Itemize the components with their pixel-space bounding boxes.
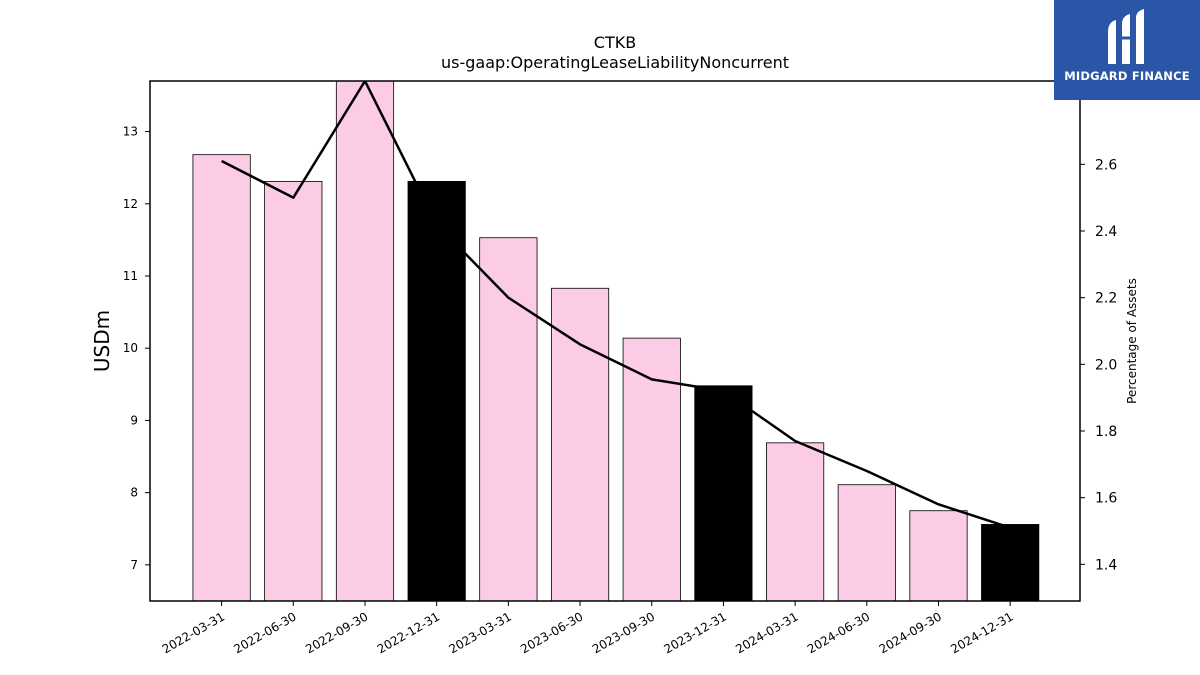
x-tick-label: 2024-12-31 <box>948 609 1015 656</box>
y2-tick-label: 2.0 <box>1095 357 1117 373</box>
bar-2024-06-30 <box>837 484 896 601</box>
y-axis-label: USDm <box>90 310 114 372</box>
percentage-of-assets-line <box>221 81 1011 529</box>
x-tick-label: 2022-06-30 <box>231 609 298 656</box>
x-tick-label: 2023-12-31 <box>662 609 729 656</box>
y-tick-label: 7 <box>130 558 138 572</box>
bars <box>192 81 1040 601</box>
line-layer <box>221 81 1011 529</box>
y2-tick-label: 1.6 <box>1095 491 1117 507</box>
bar-2024-03-31 <box>766 442 825 601</box>
y-axis: 7 8 9 10 11 12 13 <box>123 125 150 572</box>
x-tick-label: 2023-06-30 <box>518 609 585 656</box>
x-tick-label: 2022-09-30 <box>303 609 370 656</box>
y-tick-label: 9 <box>130 413 138 427</box>
chart-title: CTKB <box>594 33 636 52</box>
y-tick-label: 10 <box>123 341 138 355</box>
bar-2022-09-30 <box>335 81 395 601</box>
bar-2023-03-31 <box>479 237 538 601</box>
y-tick-label: 8 <box>130 486 138 500</box>
midgard-logo: MIDGARD FINANCE <box>1054 0 1200 100</box>
logo-text: MIDGARD FINANCE <box>1064 69 1190 83</box>
y2-tick-label: 2.4 <box>1095 224 1117 240</box>
y-tick-label: 11 <box>123 269 138 283</box>
x-tick-label: 2024-09-30 <box>877 609 944 656</box>
bar-2022-06-30 <box>264 180 323 601</box>
x-tick-label: 2022-12-31 <box>375 609 442 656</box>
x-tick-label: 2024-03-31 <box>733 609 800 656</box>
bar-2024-09-30 <box>909 510 968 601</box>
x-tick-label: 2024-06-30 <box>805 609 872 656</box>
y-tick-label: 12 <box>123 197 138 211</box>
x-tick-label: 2022-03-31 <box>160 609 227 656</box>
bar-2023-06-30 <box>550 287 610 601</box>
x-tick-label: 2023-09-30 <box>590 609 657 656</box>
y2-axis-label: Percentage of Assets <box>1125 278 1139 404</box>
y2-axis: 1.4 1.6 1.8 2.0 2.2 2.4 2.6 <box>1080 157 1117 573</box>
bar-2023-12-31 <box>694 385 753 601</box>
plot-frame <box>149 80 1081 602</box>
bar-2023-09-30 <box>622 337 681 601</box>
x-tick-label: 2023-03-31 <box>446 609 513 656</box>
y2-tick-label: 2.2 <box>1095 291 1117 307</box>
y-tick-label: 13 <box>123 125 138 139</box>
chart-subtitle: us-gaap:OperatingLeaseLiabilityNoncurren… <box>441 53 789 72</box>
y2-tick-label: 2.6 <box>1095 157 1117 173</box>
midgard-logo-icon <box>1108 9 1144 64</box>
bar-2024-12-31 <box>981 524 1040 601</box>
y2-tick-label: 1.4 <box>1095 557 1117 573</box>
y2-tick-label: 1.8 <box>1095 424 1117 440</box>
x-axis: 2022-03-31 2022-06-30 2022-09-30 2022-12-31… <box>160 601 1016 656</box>
bar-2022-12-31 <box>407 180 466 601</box>
bar-2022-03-31 <box>192 154 251 601</box>
